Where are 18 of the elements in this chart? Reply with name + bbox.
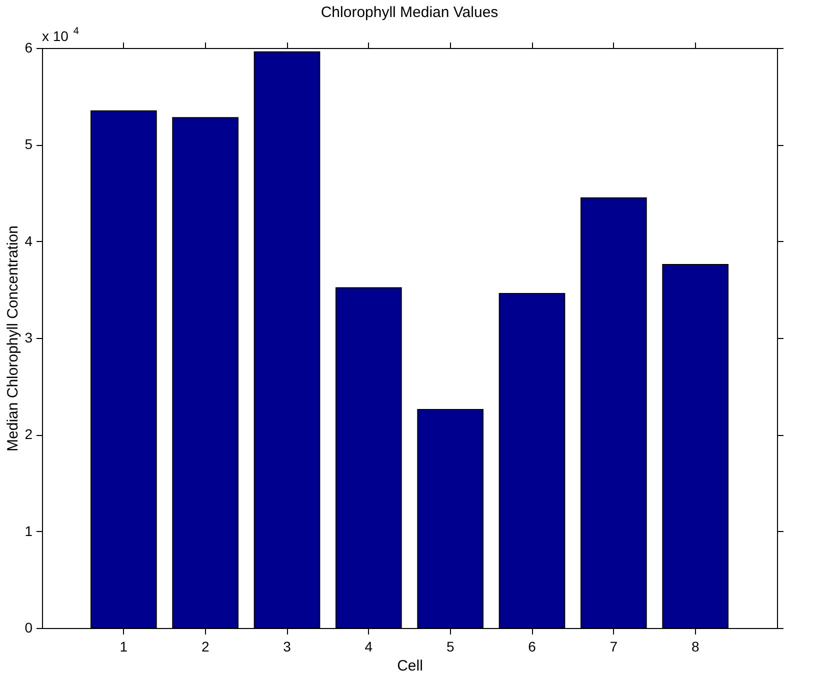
x-tick-label: 6 — [528, 638, 536, 654]
x-tick-label: 4 — [364, 638, 373, 654]
y-tick-label: 0 — [24, 620, 33, 636]
y-tick-label: 6 — [24, 40, 33, 56]
y-tick-label: 5 — [24, 136, 33, 152]
chart-title: Chlorophyll Median Values — [320, 4, 498, 21]
x-tick-label: 3 — [283, 638, 292, 654]
y-tick-label: 4 — [24, 232, 33, 249]
x-tick-label: 5 — [446, 638, 454, 654]
x-tick-label: 2 — [201, 638, 210, 654]
y-tick-label: 3 — [24, 330, 33, 346]
y-axis-title: Median Chlorophyll Concentration — [4, 226, 22, 452]
y-tick-label: 2 — [24, 426, 33, 442]
x-tick-label: 1 — [120, 638, 128, 654]
x-tick-label: 7 — [610, 638, 618, 654]
x-tick-label: 8 — [691, 638, 700, 654]
y-tick-label: 1 — [24, 522, 33, 539]
x-axis-title: Cell — [397, 658, 423, 674]
